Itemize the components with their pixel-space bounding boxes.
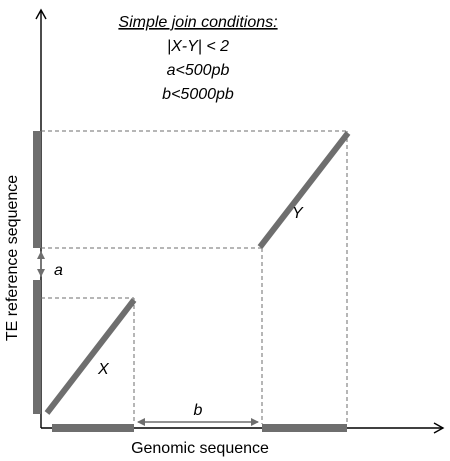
conditions-title: Simple join conditions:	[118, 14, 277, 31]
fragment-y-label: Y	[292, 205, 304, 222]
reference-segment-lower	[33, 280, 41, 414]
x-axis-label: Genomic sequence	[131, 440, 269, 457]
condition-a: a<500pb	[167, 62, 230, 79]
guide-lines	[41, 130, 348, 424]
gap-a-label: a	[54, 262, 63, 279]
genomic-segment-left	[52, 424, 134, 432]
condition-xy: |X-Y| < 2	[167, 38, 229, 55]
gap-b-label: b	[194, 402, 203, 419]
y-axis-label: TE reference sequence	[4, 175, 21, 341]
fragment-x	[44, 298, 137, 415]
reference-segment-upper	[33, 131, 41, 248]
condition-b: b<5000pb	[162, 86, 234, 103]
fragment-y	[257, 131, 351, 249]
fragment-x-label: X	[97, 361, 110, 378]
genomic-segment-right	[262, 424, 347, 432]
